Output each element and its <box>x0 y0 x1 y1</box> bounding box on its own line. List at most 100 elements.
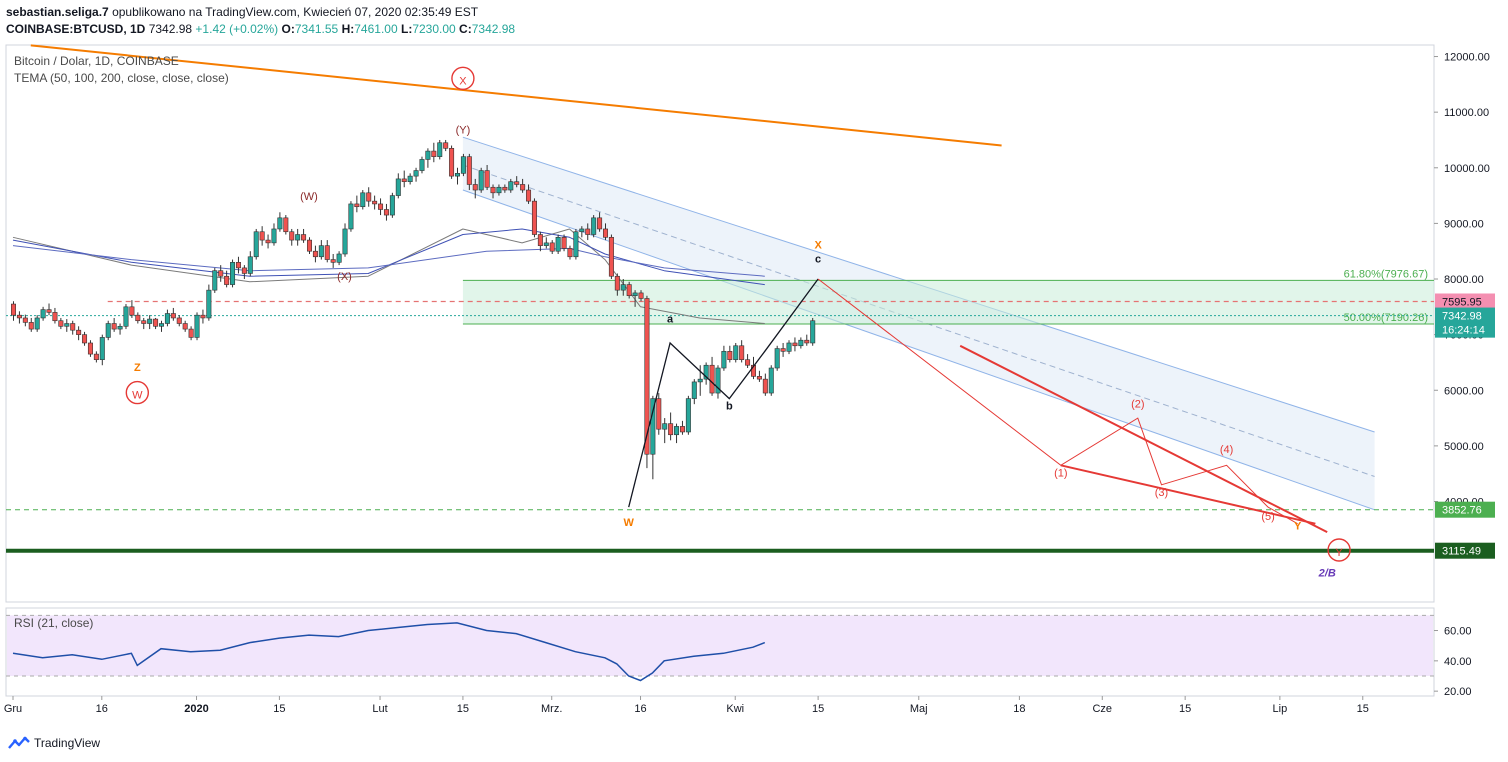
candle[interactable] <box>182 320 188 332</box>
candle[interactable] <box>306 237 312 254</box>
candle[interactable] <box>188 326 194 341</box>
candle[interactable] <box>466 153 472 191</box>
candle[interactable] <box>395 173 401 199</box>
candle[interactable] <box>164 309 170 327</box>
candle[interactable] <box>638 290 644 302</box>
candle[interactable] <box>241 265 247 280</box>
candle[interactable] <box>336 251 342 266</box>
candle[interactable] <box>11 301 17 321</box>
candle[interactable] <box>531 198 537 238</box>
candle[interactable] <box>235 256 241 274</box>
candle[interactable] <box>614 273 620 296</box>
candle[interactable] <box>277 212 283 232</box>
candle[interactable] <box>58 317 64 330</box>
candle[interactable] <box>668 412 674 441</box>
candle[interactable] <box>537 231 543 252</box>
candle[interactable] <box>502 184 508 193</box>
candle[interactable] <box>383 203 389 221</box>
candle[interactable] <box>419 156 425 174</box>
candle[interactable] <box>295 228 301 246</box>
candle[interactable] <box>230 259 236 288</box>
candle[interactable] <box>34 315 40 332</box>
candle[interactable] <box>691 379 697 405</box>
candle[interactable] <box>750 356 756 380</box>
candle[interactable] <box>413 167 419 182</box>
candle[interactable] <box>685 395 691 435</box>
candle[interactable] <box>265 234 271 249</box>
candle[interactable] <box>200 309 206 324</box>
candle[interactable] <box>768 365 774 396</box>
candle[interactable] <box>561 234 567 252</box>
candle[interactable] <box>478 167 484 193</box>
candle[interactable] <box>389 192 395 218</box>
candle[interactable] <box>259 226 265 246</box>
candle[interactable] <box>318 240 324 260</box>
candle[interactable] <box>567 245 573 260</box>
candle[interactable] <box>52 307 58 324</box>
candle[interactable] <box>745 354 751 369</box>
candle[interactable] <box>330 253 336 268</box>
candle[interactable] <box>64 319 70 332</box>
candle[interactable] <box>141 317 147 330</box>
candle[interactable] <box>247 251 253 277</box>
candle[interactable] <box>543 237 549 249</box>
candle[interactable] <box>76 326 82 341</box>
candle[interactable] <box>342 223 348 257</box>
candle[interactable] <box>289 228 295 246</box>
candle[interactable] <box>549 240 555 254</box>
indicator-legend[interactable]: TEMA (50, 100, 200, close, close, close) <box>14 71 229 85</box>
candle[interactable] <box>608 234 614 280</box>
candle[interactable] <box>111 317 117 332</box>
candle[interactable] <box>454 167 460 185</box>
candle[interactable] <box>425 148 431 168</box>
candle[interactable] <box>632 290 638 307</box>
candle[interactable] <box>206 284 212 321</box>
candles[interactable] <box>11 139 816 480</box>
candle[interactable] <box>585 223 591 241</box>
candle[interactable] <box>602 223 608 241</box>
candle[interactable] <box>22 314 28 327</box>
candle[interactable] <box>123 304 129 330</box>
candle[interactable] <box>224 270 230 288</box>
candle[interactable] <box>443 139 449 152</box>
candle[interactable] <box>792 337 798 352</box>
candle[interactable] <box>378 198 384 216</box>
candle[interactable] <box>407 173 413 185</box>
candle[interactable] <box>756 370 762 382</box>
candle[interactable] <box>733 342 739 363</box>
candle[interactable] <box>70 320 76 335</box>
candle[interactable] <box>804 334 810 346</box>
candle[interactable] <box>46 303 52 316</box>
candle[interactable] <box>490 184 496 199</box>
candle[interactable] <box>283 215 289 235</box>
candle[interactable] <box>679 420 685 435</box>
candle[interactable] <box>762 373 768 396</box>
candle[interactable] <box>28 317 34 332</box>
candle[interactable] <box>218 265 224 282</box>
candle[interactable] <box>460 153 466 177</box>
candle[interactable] <box>780 342 786 357</box>
candle[interactable] <box>496 184 502 196</box>
candle[interactable] <box>555 234 561 254</box>
candle[interactable] <box>721 345 727 371</box>
candle[interactable] <box>573 228 579 260</box>
candle[interactable] <box>703 362 709 385</box>
candle[interactable] <box>786 340 792 355</box>
candle[interactable] <box>212 267 218 293</box>
candle[interactable] <box>810 317 816 346</box>
candle[interactable] <box>324 240 330 263</box>
candle[interactable] <box>105 320 111 341</box>
candle[interactable] <box>40 306 46 321</box>
candle[interactable] <box>82 331 88 346</box>
candle[interactable] <box>176 315 182 327</box>
candle[interactable] <box>271 223 277 246</box>
rsi-legend[interactable]: RSI (21, close) <box>14 616 94 630</box>
candle[interactable] <box>312 245 318 263</box>
candle[interactable] <box>437 139 443 160</box>
candle[interactable] <box>135 312 141 324</box>
candle[interactable] <box>520 178 526 193</box>
candle[interactable] <box>526 184 532 204</box>
candle[interactable] <box>117 323 123 335</box>
candle[interactable] <box>715 365 721 399</box>
